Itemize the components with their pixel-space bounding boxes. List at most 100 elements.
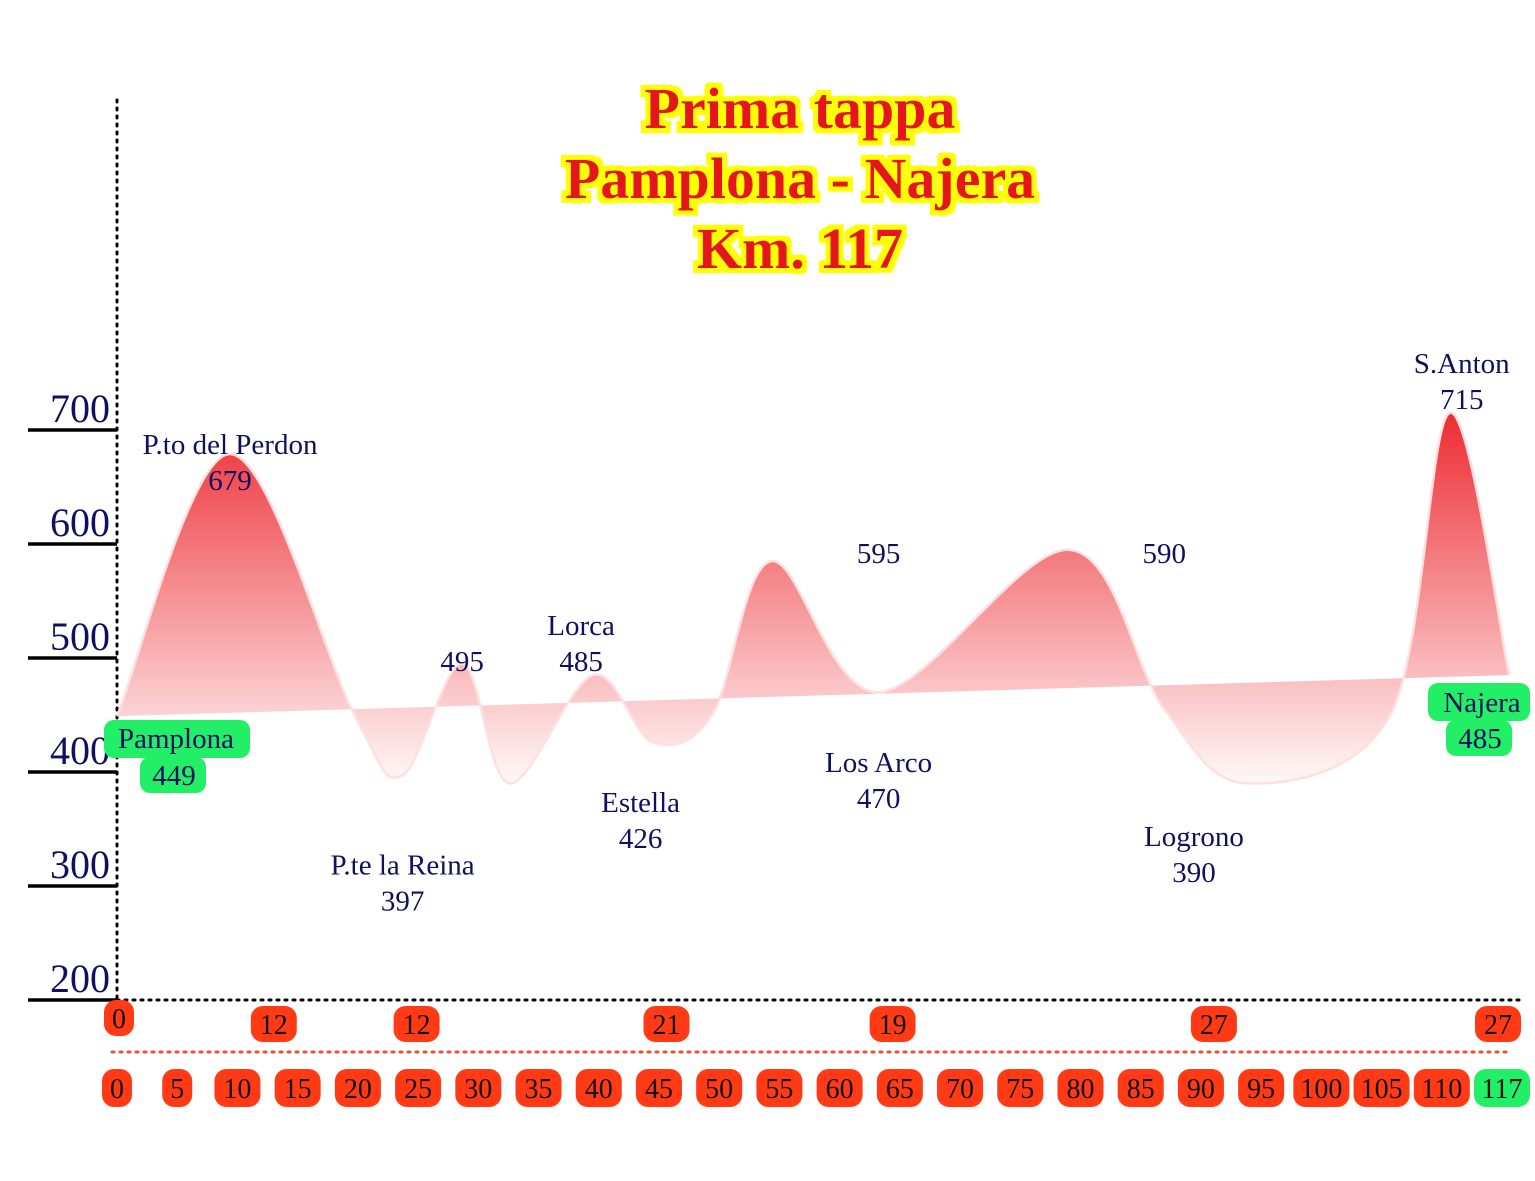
- km-tick-badge-bg: [575, 1069, 622, 1107]
- km-tick-badge-text: 80: [1066, 1074, 1094, 1105]
- km-tick-badge-text: 50: [705, 1074, 733, 1105]
- km-tick-badge-text: 35: [525, 1074, 553, 1105]
- segment-distance-badge-bg: [250, 1006, 297, 1042]
- km-tick-badge: 15: [274, 1069, 321, 1107]
- chart-title-line: Pamplona - Najera: [565, 146, 1035, 211]
- km-tick-badge-text: 40: [585, 1074, 613, 1105]
- endpoint-start: Pamplona 449: [104, 720, 250, 793]
- km-tick-badge-text: 20: [344, 1074, 372, 1105]
- km-tick-badge-bg: [635, 1069, 682, 1107]
- km-tick-badge: 110: [1413, 1069, 1470, 1107]
- km-tick-badge: 30: [455, 1069, 502, 1107]
- km-tick-badge-bg: [937, 1069, 984, 1107]
- place-name-label: S.Anton: [1414, 348, 1510, 380]
- km-tick-badge-bg: [1474, 1069, 1530, 1107]
- place-name-label: Estella: [601, 787, 680, 819]
- endpoint-start-bg-name: [104, 720, 250, 758]
- km-tick-badge-text: 117: [1482, 1074, 1523, 1105]
- km-tick-badge-bg: [102, 1069, 132, 1107]
- km-tick-badge-bg: [334, 1069, 381, 1107]
- km-tick-badge-text: 75: [1006, 1074, 1034, 1105]
- peak-altitude-label: 595: [857, 538, 901, 570]
- km-tick-badge-bg: [876, 1069, 923, 1107]
- endpoint-end-bg-name: [1428, 683, 1530, 721]
- segment-distance-badge-bg: [393, 1006, 440, 1042]
- endpoint-end-alt: 485: [1458, 723, 1502, 755]
- km-tick-badge-text: 25: [404, 1074, 432, 1105]
- km-tick-badge: 65: [876, 1069, 923, 1107]
- km-tick-badge-text: 5: [170, 1074, 184, 1105]
- km-tick-badge-text: 55: [765, 1074, 793, 1105]
- segment-distance-badge: 21: [643, 1006, 690, 1042]
- segment-distance-badge-text: 21: [653, 1010, 681, 1041]
- segment-distance-badge-bg: [869, 1006, 916, 1042]
- segment-distance-badge-text: 19: [879, 1010, 907, 1041]
- peak-altitude-label: 590: [1142, 538, 1186, 570]
- place-altitude-label: 390: [1172, 857, 1216, 889]
- profile-area: [117, 412, 1510, 784]
- chart-title-line: Prima tappa: [645, 76, 956, 141]
- km-tick-badge-bg: [816, 1069, 863, 1107]
- km-tick-badge-bg: [395, 1069, 442, 1107]
- km-tick-badge-text: 65: [886, 1074, 914, 1105]
- endpoint-end-bg-alt: [1446, 720, 1512, 756]
- place-name-label: P.te la Reina: [331, 850, 475, 882]
- place-altitude-label: 397: [381, 886, 425, 918]
- km-tick-badge-bg: [1353, 1069, 1410, 1107]
- y-tick-label: 600: [50, 500, 110, 545]
- km-tick-badge: 0: [102, 1069, 132, 1107]
- km-tick-badge: 90: [1177, 1069, 1224, 1107]
- y-tick-label: 500: [50, 614, 110, 659]
- km-tick-badge-text: 105: [1361, 1074, 1403, 1105]
- km-tick-badge: 100: [1293, 1069, 1350, 1107]
- km-tick-badge: 117: [1474, 1069, 1530, 1107]
- y-tick-label: 300: [50, 842, 110, 887]
- km-tick-badge-bg: [274, 1069, 321, 1107]
- km-tick-badge-bg: [696, 1069, 743, 1107]
- peak-altitude-label: 495: [440, 646, 484, 678]
- segment-distance-badge-text: 27: [1200, 1010, 1228, 1041]
- km-tick-badge: 70: [937, 1069, 984, 1107]
- segment-distance-badge-bg: [1475, 1006, 1521, 1042]
- km-tick-badge-bg: [997, 1069, 1044, 1107]
- km-tick-badge-text: 70: [946, 1074, 974, 1105]
- km-tick-badge-text: 15: [284, 1074, 312, 1105]
- km-tick-badge: 60: [816, 1069, 863, 1107]
- km-tick-badge: 40: [575, 1069, 622, 1107]
- segment-distance-badge-bg: [104, 1000, 134, 1036]
- km-tick-badge-text: 90: [1187, 1074, 1215, 1105]
- km-tick-badge: 85: [1117, 1069, 1164, 1107]
- km-tick-badge-bg: [756, 1069, 803, 1107]
- km-tick-badge: 5: [162, 1069, 193, 1107]
- place-name-label: Los Arco: [825, 747, 932, 779]
- y-tick-label: 400: [50, 728, 110, 773]
- endpoint-start-alt: 449: [152, 760, 196, 792]
- km-tick-badge-bg: [1238, 1069, 1285, 1107]
- segment-distance-badge-bg: [643, 1006, 690, 1042]
- km-tick-badge: 25: [395, 1069, 442, 1107]
- y-tick-label: 200: [50, 956, 110, 1001]
- place-altitude-label: 426: [619, 823, 663, 855]
- km-tick-badge-bg: [1177, 1069, 1224, 1107]
- segment-distance-badge-bg: [1190, 1006, 1237, 1042]
- segment-distance-badge-text: 0: [112, 1004, 126, 1035]
- chart-title-line: Km. 117: [697, 216, 903, 281]
- y-tick-label: 700: [50, 386, 110, 431]
- km-tick-badge: 55: [756, 1069, 803, 1107]
- km-tick-badge-text: 45: [645, 1074, 673, 1105]
- km-tick-badge-bg: [1293, 1069, 1350, 1107]
- segment-distance-badge: 12: [250, 1006, 297, 1042]
- segment-distance-badge: 19: [869, 1006, 916, 1042]
- km-tick-badge-text: 30: [464, 1074, 492, 1105]
- segment-distance-badge-text: 12: [260, 1010, 288, 1041]
- km-tick-badge-bg: [1057, 1069, 1104, 1107]
- endpoint-start-bg-alt: [140, 757, 206, 793]
- km-tick-badge: 45: [635, 1069, 682, 1107]
- km-tick-badge: 20: [334, 1069, 381, 1107]
- km-tick-badge-text: 0: [110, 1074, 124, 1105]
- place-altitude-label: 679: [208, 465, 252, 497]
- place-altitude-label: 485: [559, 646, 603, 678]
- place-altitude-label: 470: [857, 783, 901, 815]
